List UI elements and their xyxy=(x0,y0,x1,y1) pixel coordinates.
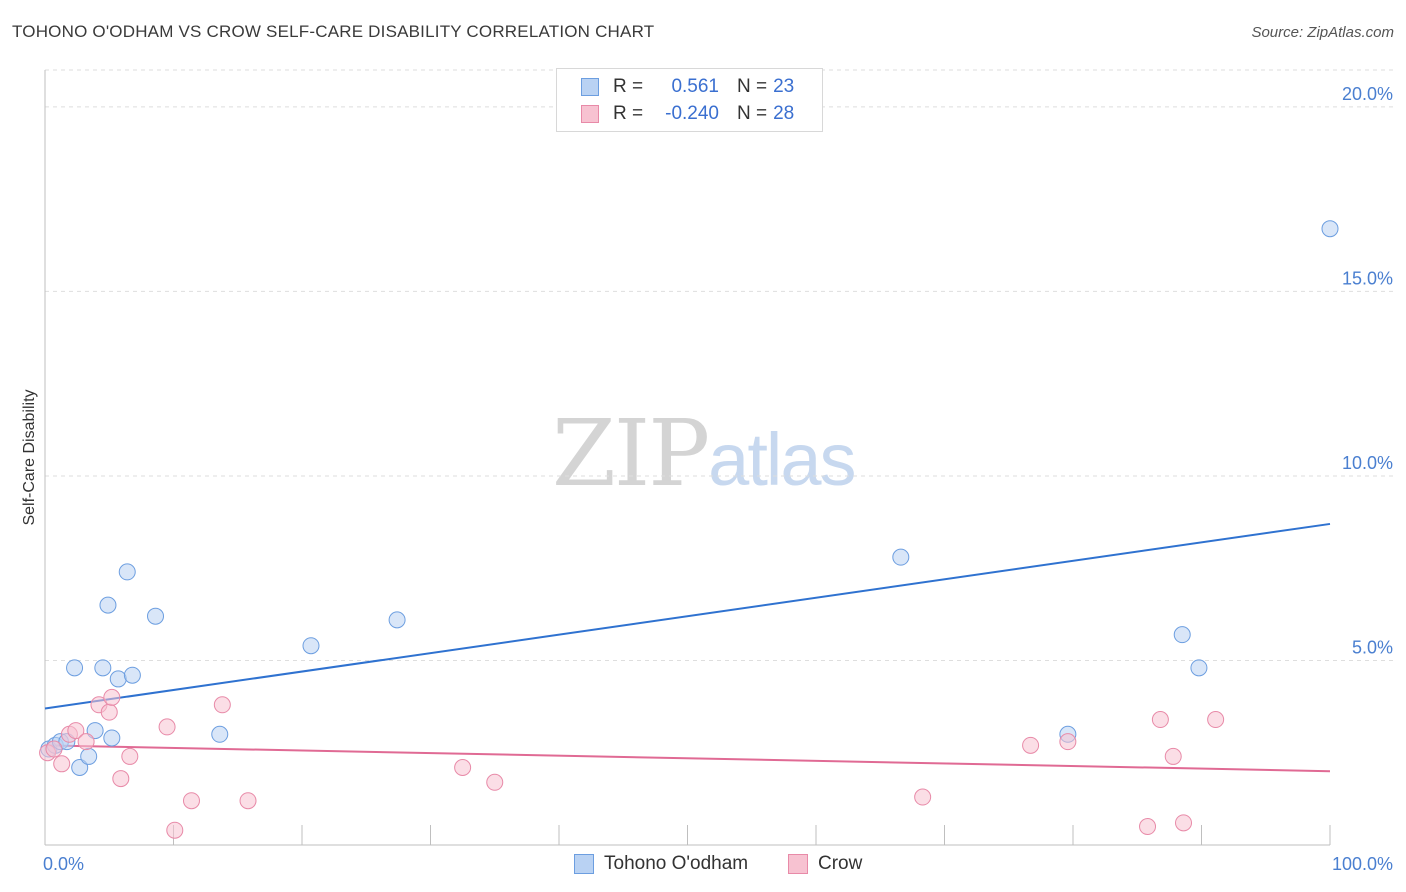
point-tohono xyxy=(388,611,406,629)
point-crow xyxy=(67,722,85,740)
x-tick-label: 0.0% xyxy=(43,854,84,874)
legend-swatch-crow xyxy=(581,105,599,123)
point-crow xyxy=(486,773,504,791)
point-crow xyxy=(1164,747,1182,765)
bottom-legend-crow: Crow xyxy=(788,852,862,876)
axis-labels: 5.0% 10.0% 15.0% 20.0% 0.0% 100.0% Self-Care D… xyxy=(21,84,1393,874)
point-crow xyxy=(213,696,231,714)
point-crow xyxy=(914,788,932,806)
point-crow xyxy=(1022,736,1040,754)
legend-r-value: 0.561 xyxy=(671,76,719,97)
point-tohono xyxy=(302,637,320,655)
trend-lines xyxy=(44,522,1331,773)
point-crow xyxy=(1139,818,1157,836)
point-tohono xyxy=(892,548,910,566)
legend-n-value: 23 xyxy=(773,76,795,97)
point-crow xyxy=(1175,814,1193,832)
point-tohono xyxy=(1321,220,1339,238)
point-tohono xyxy=(118,563,136,581)
y-tick-label: 10.0% xyxy=(1342,453,1393,473)
point-tohono xyxy=(123,666,141,684)
point-crow xyxy=(166,821,184,839)
bottom-legend-label-tohono: Tohono O'odham xyxy=(604,853,749,874)
chart-title: TOHONO O'ODHAM VS CROW SELF-CARE DISABIL… xyxy=(12,22,655,41)
legend-n-label: N = xyxy=(737,76,768,97)
point-tohono xyxy=(103,729,121,747)
bottom-legend-label-crow: Crow xyxy=(818,853,863,874)
legend-r-label: R = xyxy=(613,76,644,97)
legend-r-label: R = xyxy=(613,103,644,124)
trend-line-tohono xyxy=(44,522,1331,710)
y-axis-label: Self-Care Disability xyxy=(21,389,38,525)
point-crow xyxy=(1059,733,1077,751)
point-tohono xyxy=(211,725,229,743)
point-crow xyxy=(112,770,130,788)
point-tohono xyxy=(94,659,112,677)
point-crow xyxy=(77,733,95,751)
legend-swatch-tohono xyxy=(581,78,599,96)
point-crow xyxy=(1207,711,1225,729)
point-crow xyxy=(121,747,139,765)
data-points xyxy=(39,220,1339,839)
legend-n-label: N = xyxy=(737,103,768,124)
stats-legend: R = 0.561 N = 23 R = -0.240 N = 28 xyxy=(556,68,823,132)
point-crow xyxy=(100,703,118,721)
x-tick-label: 100.0% xyxy=(1332,854,1393,874)
point-crow xyxy=(45,740,63,758)
point-tohono xyxy=(71,759,89,776)
bottom-legend-swatch-tohono xyxy=(574,854,594,874)
point-crow xyxy=(103,688,121,706)
legend-r-value: -0.240 xyxy=(665,103,719,124)
y-tick-label: 15.0% xyxy=(1342,268,1393,288)
legend-row-crow: R = -0.240 N = 28 xyxy=(581,102,794,126)
point-crow xyxy=(158,718,176,736)
point-tohono xyxy=(86,722,104,740)
trend-line-crow xyxy=(44,744,1331,773)
axes xyxy=(44,70,1331,846)
y-tick-label: 20.0% xyxy=(1342,84,1393,104)
point-crow xyxy=(1151,711,1169,729)
point-tohono xyxy=(147,607,165,625)
point-tohono xyxy=(66,659,84,677)
y-tick-label: 5.0% xyxy=(1352,637,1393,657)
point-tohono xyxy=(99,596,117,614)
point-tohono xyxy=(80,747,98,765)
watermark-zip: ZIP xyxy=(552,400,710,507)
point-crow xyxy=(182,792,200,810)
watermark-atlas: atlas xyxy=(708,418,856,501)
watermark: ZIPatlas xyxy=(552,400,856,507)
legend-n-value: 28 xyxy=(773,103,795,124)
source-label: Source: ZipAtlas.com xyxy=(1251,24,1394,41)
point-crow xyxy=(239,792,257,810)
point-tohono xyxy=(1173,626,1191,644)
point-crow xyxy=(454,759,472,776)
grid xyxy=(45,69,1395,661)
legend-row-tohono: R = 0.561 N = 23 xyxy=(581,75,794,99)
point-tohono xyxy=(1190,659,1208,677)
point-crow xyxy=(53,755,71,773)
bottom-legend-tohono: Tohono O'odham xyxy=(574,852,748,876)
bottom-legend-swatch-crow xyxy=(788,854,808,874)
point-tohono xyxy=(109,670,127,688)
